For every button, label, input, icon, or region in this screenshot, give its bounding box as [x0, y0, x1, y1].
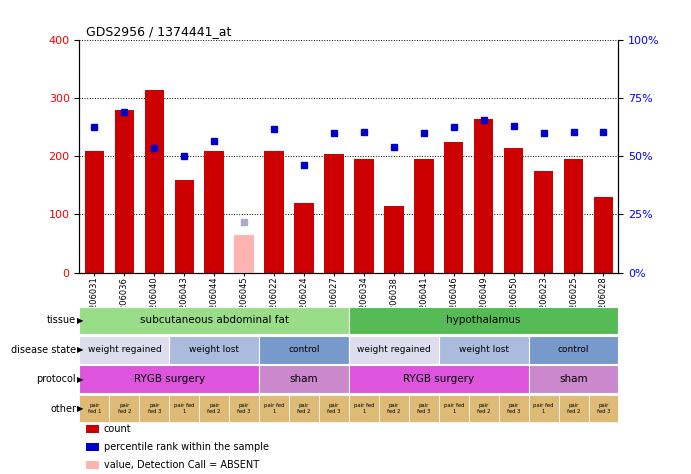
Bar [354, 159, 374, 273]
Text: RYGB surgery: RYGB surgery [134, 374, 205, 384]
Text: pair fed
1: pair fed 1 [533, 403, 554, 414]
Text: weight regained: weight regained [88, 346, 161, 354]
Text: pair
fed 1: pair fed 1 [88, 403, 101, 414]
Text: other: other [50, 403, 76, 414]
Text: value, Detection Call = ABSENT: value, Detection Call = ABSENT [104, 460, 258, 470]
Bar [474, 118, 493, 273]
Bar [205, 151, 224, 273]
Bar [534, 171, 553, 273]
Text: count: count [104, 424, 131, 434]
Bar [234, 235, 254, 273]
Text: pair fed
1: pair fed 1 [444, 403, 464, 414]
Bar [294, 203, 314, 273]
Text: control: control [288, 346, 320, 354]
Bar [265, 151, 284, 273]
Text: pair
fed 2: pair fed 2 [207, 403, 221, 414]
Text: ▶: ▶ [77, 346, 84, 354]
Text: weight regained: weight regained [357, 346, 430, 354]
Bar [384, 206, 404, 273]
Bar [594, 197, 613, 273]
Bar [564, 159, 583, 273]
Text: GDS2956 / 1374441_at: GDS2956 / 1374441_at [86, 25, 231, 38]
Text: pair
fed 3: pair fed 3 [417, 403, 430, 414]
Text: ▶: ▶ [77, 375, 84, 383]
Bar [144, 90, 164, 273]
Text: pair
fed 3: pair fed 3 [328, 403, 341, 414]
Text: pair
fed 2: pair fed 2 [297, 403, 311, 414]
Text: ▶: ▶ [77, 316, 84, 325]
Text: pair
fed 3: pair fed 3 [148, 403, 161, 414]
Text: control: control [558, 346, 589, 354]
Text: ▶: ▶ [77, 404, 84, 413]
Bar [414, 159, 433, 273]
Text: pair fed
1: pair fed 1 [264, 403, 285, 414]
Text: weight lost: weight lost [459, 346, 509, 354]
Bar [324, 154, 343, 273]
Text: weight lost: weight lost [189, 346, 239, 354]
Bar [444, 142, 464, 273]
Text: pair
fed 3: pair fed 3 [238, 403, 251, 414]
Bar [85, 151, 104, 273]
Text: pair fed
1: pair fed 1 [174, 403, 195, 414]
Text: pair
fed 2: pair fed 2 [117, 403, 131, 414]
Text: hypothalamus: hypothalamus [446, 315, 521, 326]
Text: pair
fed 2: pair fed 2 [567, 403, 580, 414]
Bar [504, 148, 523, 273]
Text: tissue: tissue [47, 315, 76, 326]
Text: protocol: protocol [37, 374, 76, 384]
Text: pair
fed 3: pair fed 3 [597, 403, 610, 414]
Text: pair fed
1: pair fed 1 [354, 403, 375, 414]
Text: sham: sham [290, 374, 319, 384]
Text: pair
fed 2: pair fed 2 [477, 403, 491, 414]
Text: percentile rank within the sample: percentile rank within the sample [104, 442, 269, 452]
Text: subcutaneous abdominal fat: subcutaneous abdominal fat [140, 315, 289, 326]
Text: sham: sham [559, 374, 588, 384]
Text: pair
fed 3: pair fed 3 [507, 403, 520, 414]
Bar [115, 110, 134, 273]
Text: disease state: disease state [11, 345, 76, 355]
Text: RYGB surgery: RYGB surgery [404, 374, 474, 384]
Bar [175, 180, 194, 273]
Text: pair
fed 2: pair fed 2 [387, 403, 401, 414]
